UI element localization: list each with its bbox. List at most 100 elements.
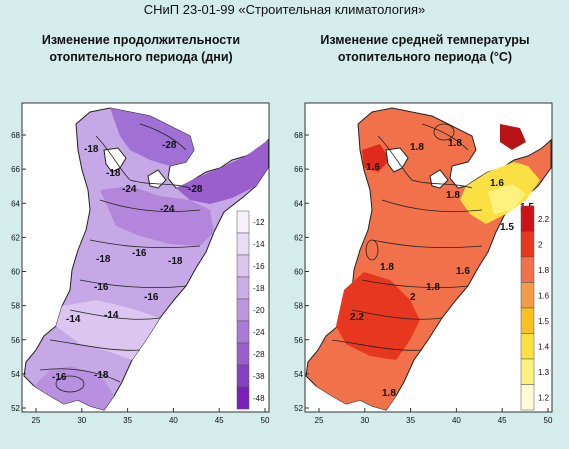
- left-map-legend-label: -18: [253, 284, 265, 293]
- left-map-x-tick-label: 25: [32, 416, 41, 425]
- right-map-zone-red-west: [336, 272, 420, 360]
- right-map-legend-swatch: [520, 282, 535, 309]
- right-map-y-tick-label: 64: [294, 199, 303, 208]
- left-map-x-ticks: 25 30 35 40 45 50: [32, 408, 270, 425]
- right-map-y-tick-label: 60: [294, 268, 303, 277]
- left-contour-label: -18: [106, 168, 121, 179]
- left-map-legend-label: -28: [253, 350, 265, 359]
- right-map-title: Изменение средней температуры отопительн…: [290, 32, 560, 66]
- left-map-legend: -12 -14 -16 -18 -20 -24 -28 -38 -48: [236, 210, 265, 410]
- right-map-legend-label: 1.2: [538, 393, 550, 402]
- left-map-legend-label: -16: [253, 262, 265, 271]
- left-contour-label: -28: [188, 184, 203, 195]
- left-map-legend-swatch: [236, 364, 250, 388]
- left-map-y-tick-label: 52: [11, 404, 20, 413]
- left-map-contours: [39, 123, 201, 393]
- left-contour-label: -18: [84, 144, 99, 155]
- right-contour-label: 1.5: [500, 222, 514, 233]
- left-map-legend-swatch: [236, 298, 250, 322]
- left-map-title-line1: Изменение продолжительности: [41, 33, 241, 47]
- right-map-y-tick-label: 58: [294, 302, 303, 311]
- right-map-zone-south: [316, 366, 396, 410]
- right-contour-label: 1.8: [382, 388, 396, 399]
- left-contour-label: -16: [144, 292, 159, 303]
- left-map-legend-label: -48: [253, 394, 265, 403]
- right-contour-label: 1.8: [448, 138, 462, 149]
- right-map-legend-label: 1.4: [538, 342, 550, 351]
- right-map-y-ticks: 68 66 64 62 60 58 56 54 52: [294, 131, 309, 413]
- right-map-legend-swatch: [520, 205, 535, 232]
- left-map-legend-label: -14: [253, 240, 265, 249]
- left-map-legend-swatch: [236, 342, 250, 366]
- left-contour-label: -16: [94, 282, 109, 293]
- right-map-legend-label: 2.2: [538, 215, 550, 224]
- right-map-y-tick-label: 56: [294, 336, 303, 345]
- left-map: -18 -28 -18 -24 -28 -24 -18 -16 -16 -18 …: [11, 102, 270, 425]
- right-map-y-tick-label: 66: [294, 165, 303, 174]
- right-map-legend-label: 2: [538, 240, 543, 249]
- left-map-y-tick-label: 62: [11, 233, 20, 242]
- left-contour-label: -14: [104, 310, 119, 321]
- left-map-zone-mid: [100, 186, 214, 246]
- right-map-zone-red-north: [362, 144, 390, 172]
- left-map-y-tick-label: 66: [11, 165, 20, 174]
- right-map-legend-label: 1.3: [538, 368, 550, 377]
- left-map-contour-labels: -18 -28 -18 -24 -28 -24 -18 -16 -16 -18 …: [52, 140, 203, 383]
- right-map-zone-darkred-ne: [500, 124, 526, 150]
- right-contour-label: 1.6: [456, 266, 470, 277]
- left-map-legend-swatch: [236, 320, 250, 344]
- right-map-legend-swatch: [520, 256, 535, 283]
- right-contour-label: 1.8: [446, 190, 460, 201]
- left-map-y-tick-label: 54: [11, 370, 20, 379]
- right-contour-label: 1.6: [366, 162, 380, 173]
- left-contour-label: -28: [162, 140, 177, 151]
- left-contour-label: -24: [122, 184, 137, 195]
- left-map-title: Изменение продолжительности отопительног…: [10, 32, 272, 66]
- left-map-zone-dark-east: [176, 140, 268, 204]
- left-map-legend-swatch: [236, 254, 250, 278]
- right-map-legend-swatch: [520, 358, 535, 385]
- left-map-x-tick-label: 50: [261, 416, 270, 425]
- left-map-y-tick-label: 56: [11, 336, 20, 345]
- right-contour-label: 2.2: [350, 312, 364, 323]
- left-map-x-tick-label: 45: [215, 416, 224, 425]
- right-map-x-tick-label: 35: [406, 416, 415, 425]
- left-map-y-tick-label: 68: [11, 131, 20, 140]
- right-map-x-tick-label: 50: [544, 416, 553, 425]
- left-map-legend-label: -12: [253, 218, 265, 227]
- left-map-legend-label: -20: [253, 306, 265, 315]
- left-map-zone-south-tip: [34, 366, 114, 410]
- right-map-x-tick-label: 45: [498, 416, 507, 425]
- right-contour-label: 1.8: [426, 282, 440, 293]
- right-contour-label: 1.8: [380, 262, 394, 273]
- right-map-legend: 2.2 2 1.8 1.6 1.5 1.4 1.3 1.2: [520, 205, 550, 411]
- left-contour-label: -16: [52, 372, 67, 383]
- right-map-legend-swatch: [520, 307, 535, 334]
- left-map-legend-swatch: [236, 210, 250, 234]
- right-map-legend-label: 1.5: [538, 317, 550, 326]
- right-map-title-line1: Изменение средней температуры: [320, 33, 530, 47]
- left-map-y-tick-label: 64: [11, 199, 20, 208]
- left-contour-label: -14: [66, 314, 81, 325]
- right-map-legend-swatch: [520, 384, 535, 411]
- page-title: СНиП 23-01-99 «Строительная климатология…: [143, 2, 426, 17]
- right-map-legend-label: 1.8: [538, 266, 550, 275]
- left-map-y-ticks: 68 66 64 62 60 58 56 54 52: [11, 131, 26, 413]
- left-map-legend-label: -24: [253, 328, 265, 337]
- left-map-x-tick-label: 30: [77, 416, 86, 425]
- left-map-zone-dark-north: [110, 108, 194, 166]
- right-map-legend-swatch: [520, 333, 535, 360]
- right-map-zone-light-east: [488, 184, 526, 214]
- left-map-y-tick-label: 60: [11, 268, 20, 277]
- left-contour-label: -18: [96, 254, 111, 265]
- right-contour-label: 1.8: [410, 142, 424, 153]
- left-map-x-tick-label: 35: [123, 416, 132, 425]
- right-contour-label: 2: [410, 292, 416, 303]
- left-map-zone-light-south: [56, 300, 160, 360]
- left-contour-label: -18: [168, 256, 183, 267]
- right-map-legend-swatch: [520, 231, 535, 258]
- left-map-legend-swatch: [236, 276, 250, 300]
- right-contour-label: 1.6: [490, 178, 504, 189]
- right-map-title-line2: отопительного периода (°C): [337, 50, 513, 64]
